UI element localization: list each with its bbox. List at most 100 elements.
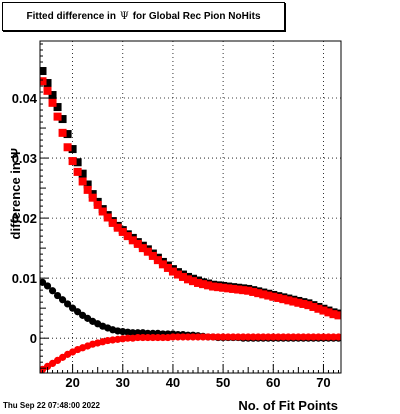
chart-title: Fitted difference in Ψ for Global Rec Pi… [2,2,285,31]
square-marker [244,286,253,295]
square-marker [58,115,67,124]
square-marker [324,308,333,317]
square-marker [158,260,167,269]
x-tick-label: 40 [166,375,180,390]
circle-marker [254,333,262,341]
x-tick-label: 50 [216,375,230,390]
circle-marker [189,333,197,341]
square-marker [274,293,283,302]
circle-marker [229,333,237,341]
circle-marker [144,333,152,342]
square-marker [98,207,107,216]
square-marker [148,251,157,260]
square-marker [78,177,87,186]
square-marker [168,267,177,276]
square-marker [204,281,213,290]
circle-marker [304,333,312,341]
square-marker [224,284,233,293]
circle-marker [129,329,137,337]
circle-marker [259,333,267,341]
square-marker [334,311,341,320]
square-marker [219,283,228,292]
square-marker [279,295,288,304]
square-marker [294,298,303,307]
square-marker [199,280,208,289]
circle-marker [269,333,277,341]
circle-marker [224,333,232,341]
square-marker [68,145,77,154]
square-marker [73,167,82,176]
y-tick-label: 0.02 [12,211,37,226]
square-marker [40,67,47,76]
square-marker [314,304,323,313]
circle-marker [58,296,67,304]
square-marker [254,289,263,298]
circle-marker [299,333,307,341]
square-marker [73,158,82,167]
title-prefix: Fitted difference in [26,11,116,22]
square-marker [68,157,77,166]
square-marker [118,227,127,236]
square-marker [48,91,57,100]
y-tick-label: 0.04 [12,91,38,106]
timestamp: Thu Sep 22 07:48:00 2022 [3,401,100,410]
square-marker [299,299,308,308]
x-tick-label: 20 [65,375,79,390]
x-axis-label: No. of Fit Points [238,398,338,413]
square-marker [113,223,122,232]
axis-ticks: 20 30 40 50 60 70 0 0.01 0.02 0.03 0.04 [12,43,339,390]
circle-marker [289,333,297,341]
square-marker [43,86,52,95]
square-marker [128,236,137,245]
circle-marker [48,287,57,295]
square-marker [309,302,318,311]
y-axis-label: difference in Ψ [8,148,23,239]
circle-marker [284,333,292,341]
circle-marker [209,333,217,341]
circle-marker [74,308,82,316]
circle-marker [159,333,167,342]
circle-marker [63,300,72,308]
circle-marker [174,333,182,341]
grid-lines [40,41,341,373]
square-marker [284,296,293,305]
circle-marker [309,333,318,341]
circle-marker [234,333,242,341]
square-marker [53,112,62,121]
circle-marker [219,333,227,341]
circle-marker [329,333,338,341]
circle-marker [149,333,157,342]
circle-marker [204,333,212,341]
circle-marker [264,333,272,341]
square-marker [304,301,313,310]
circle-marker [274,333,282,341]
square-marker [229,284,238,293]
square-marker [123,232,132,241]
circle-marker [43,282,52,290]
square-marker [143,247,152,256]
y-tick-label: 0.01 [12,271,37,286]
square-marker [43,79,52,88]
circle-marker [314,333,323,341]
circle-marker [294,333,302,341]
square-marker [78,169,87,178]
square-marker [103,213,112,222]
square-marker [83,185,92,194]
circle-marker [194,333,202,341]
circle-marker [184,333,192,341]
square-marker [153,256,162,265]
circle-marker [179,333,187,341]
plot-frame [39,40,342,374]
square-marker [63,130,72,139]
square-marker [58,128,67,137]
circle-marker [324,333,333,341]
circle-marker [124,334,132,342]
circle-marker [334,333,341,341]
square-marker [88,193,97,202]
square-marker [234,285,243,294]
square-marker [183,275,192,284]
square-marker [249,287,258,296]
y-tick-label: 0 [30,331,37,346]
square-marker [239,286,248,295]
